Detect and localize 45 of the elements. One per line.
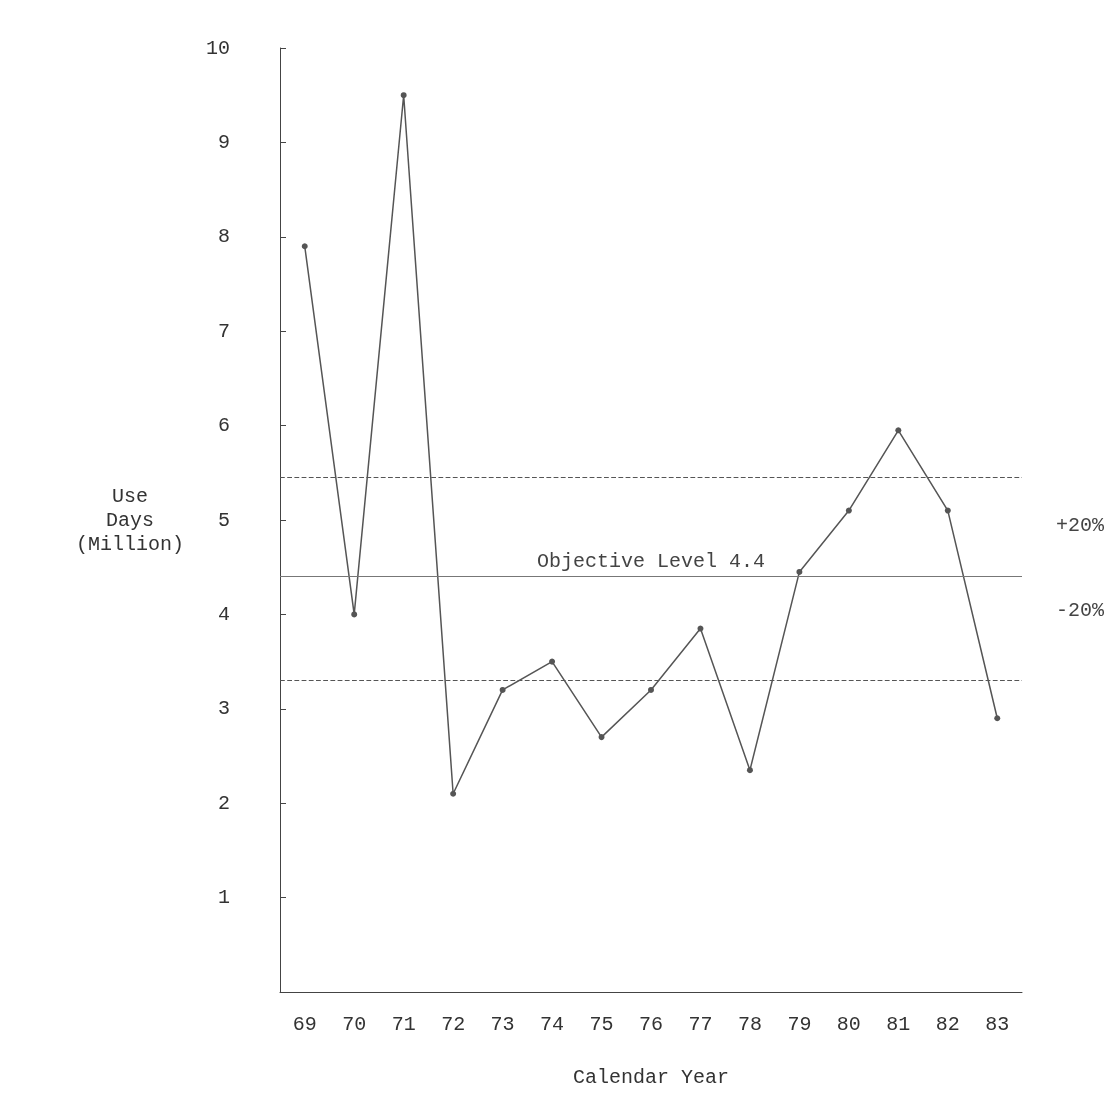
point xyxy=(697,625,704,632)
x-tick-label: 83 xyxy=(985,1012,1010,1036)
x-tick-label: 72 xyxy=(441,1012,466,1036)
point xyxy=(549,658,556,665)
x-tick-label: 77 xyxy=(688,1012,713,1036)
x-tick-label: 70 xyxy=(342,1012,367,1036)
y-axis-title: Use Days (Million) xyxy=(75,484,185,556)
y-tick-label: 1 xyxy=(217,886,230,910)
point xyxy=(994,715,1001,722)
x-tick-label: 78 xyxy=(737,1012,762,1036)
y-tick-label: 10 xyxy=(205,36,230,60)
x-tick-label: 81 xyxy=(886,1012,911,1036)
point xyxy=(746,767,753,774)
point xyxy=(845,507,852,514)
y-tick-label: 2 xyxy=(217,791,230,815)
x-tick-label: 69 xyxy=(292,1012,317,1036)
point xyxy=(450,790,457,797)
x-axis-title: Calendar Year xyxy=(572,1065,730,1089)
x-tick-label: 80 xyxy=(836,1012,861,1036)
text: -20% xyxy=(1055,598,1105,622)
x-tick-label: 79 xyxy=(787,1012,812,1036)
x-tick-label: 82 xyxy=(935,1012,960,1036)
x-tick-label: 75 xyxy=(589,1012,614,1036)
x-tick-label: 74 xyxy=(540,1012,565,1036)
x-tick-label: 71 xyxy=(391,1012,416,1036)
y-tick-label: 5 xyxy=(217,508,230,532)
point xyxy=(796,568,803,575)
y-tick-label: 9 xyxy=(217,130,230,154)
y-tick-label: 7 xyxy=(217,319,230,343)
point xyxy=(944,507,951,514)
text: +20% xyxy=(1055,513,1105,537)
y-tick-label: 6 xyxy=(217,414,230,438)
point xyxy=(598,734,605,741)
point xyxy=(351,611,358,618)
x-tick-label: 73 xyxy=(490,1012,515,1036)
point xyxy=(499,686,506,693)
point xyxy=(895,427,902,434)
y-tick-label: 4 xyxy=(217,602,230,626)
x-tick-label: 76 xyxy=(638,1012,664,1036)
point xyxy=(301,243,308,250)
ref-line-label: Objective Level 4.4 xyxy=(536,550,766,574)
point xyxy=(648,686,654,693)
y-tick-label: 8 xyxy=(217,225,230,249)
point xyxy=(400,92,407,99)
y-tick-label: 3 xyxy=(217,697,230,721)
